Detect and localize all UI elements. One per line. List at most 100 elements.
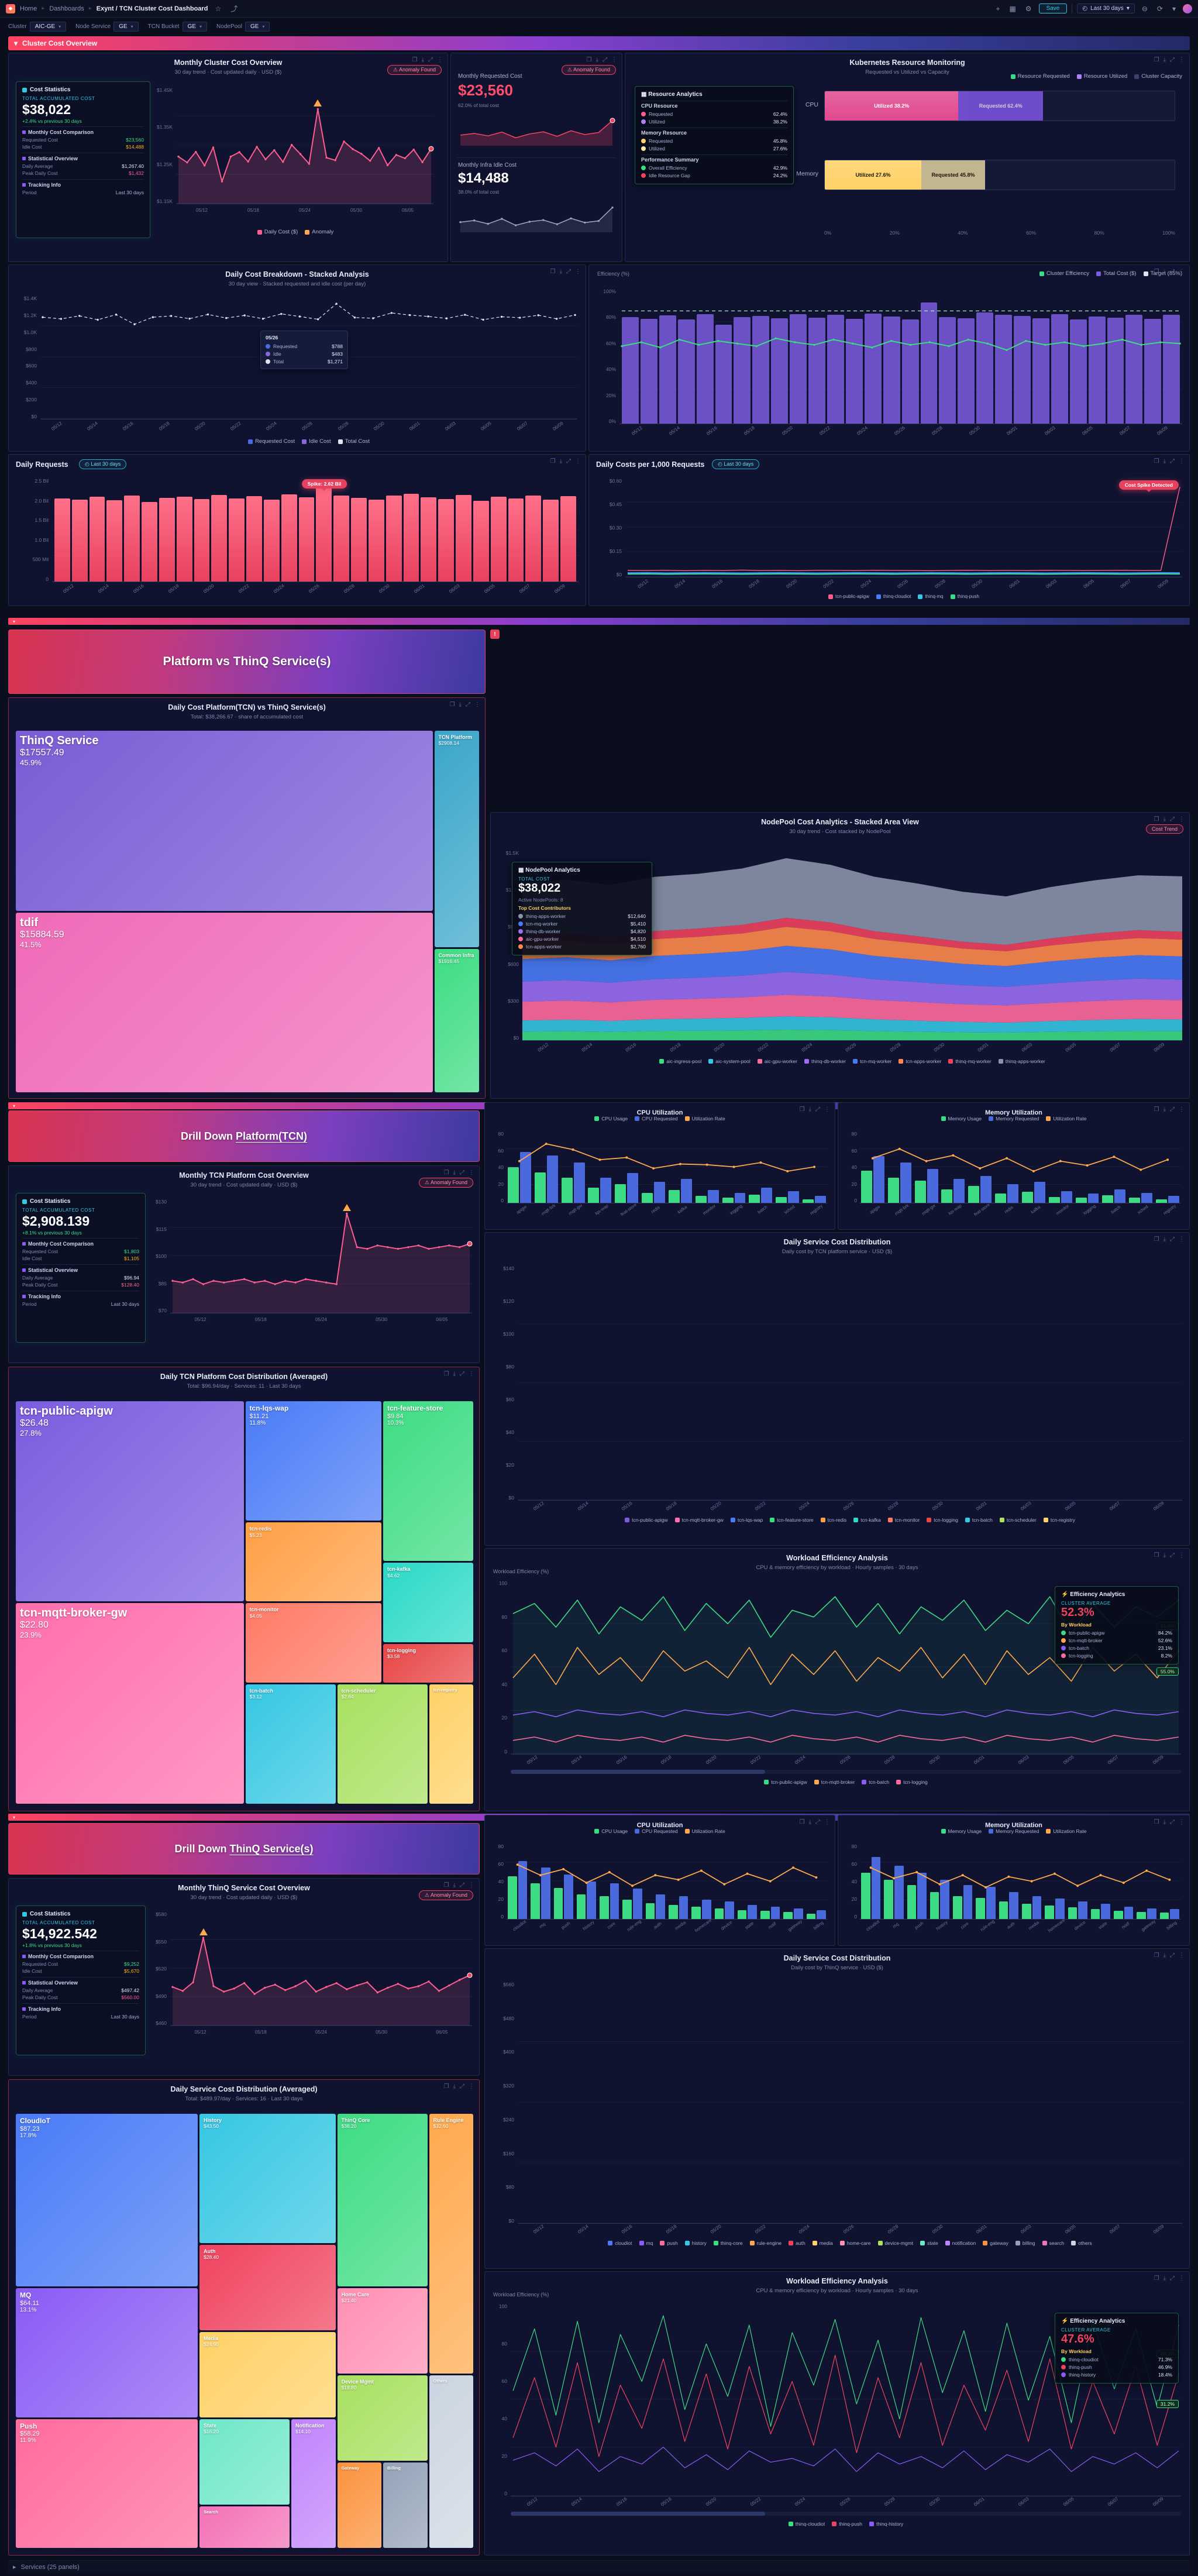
requested-bar[interactable] (734, 1192, 746, 1203)
menu-icon[interactable]: ⋮ (1179, 1236, 1185, 1243)
bar[interactable] (560, 496, 576, 582)
legend-item[interactable]: notification (945, 2240, 976, 2246)
legend-item[interactable]: Utilization Rate (684, 1828, 725, 1834)
expand-icon[interactable]: ⤢ (1170, 1236, 1175, 1243)
compress-icon[interactable]: ❐ (799, 1819, 805, 1825)
menu-icon[interactable]: ⋮ (1179, 2275, 1185, 2282)
legend-item[interactable]: aic-ingress-pool (659, 1058, 701, 1064)
bar[interactable] (1125, 315, 1143, 424)
legend-item[interactable]: tcn-apps-worker (898, 1058, 941, 1064)
expand-icon[interactable]: ⤢ (1170, 2275, 1175, 2282)
menu-icon[interactable]: ⋮ (474, 701, 480, 708)
menu-icon[interactable]: ⋮ (1179, 458, 1185, 465)
bar[interactable] (194, 499, 210, 582)
legend-item[interactable]: tcn-feature-store (770, 1517, 814, 1523)
treemap-block[interactable]: MQ $64.11 13.1% (16, 2288, 198, 2417)
menu-icon[interactable]: ⋮ (611, 57, 617, 63)
legend-item[interactable]: Requested Cost (248, 438, 295, 445)
expand-icon[interactable]: ⤢ (603, 57, 607, 63)
usage-bar[interactable] (561, 1177, 573, 1203)
grafana-logo-icon[interactable]: ◆ (6, 4, 15, 13)
treemap-block[interactable]: State$16.203.3% (199, 2419, 290, 2505)
compress-icon[interactable]: ❐ (443, 1371, 449, 1377)
expand-icon[interactable]: ⤢ (460, 1170, 464, 1176)
bar[interactable] (89, 497, 105, 582)
requested-bar[interactable] (701, 1899, 711, 1919)
compress-icon[interactable]: ❐ (1154, 458, 1159, 465)
usage-bar[interactable] (668, 1904, 678, 1919)
legend-item[interactable]: Utilization Rate (1046, 1828, 1086, 1834)
requested-bar[interactable] (794, 1908, 803, 1919)
download-icon[interactable]: ⤓ (453, 1170, 456, 1176)
menu-icon[interactable]: ⋮ (1179, 57, 1185, 63)
compress-icon[interactable]: ❐ (1154, 1552, 1159, 1559)
menu-icon[interactable]: ⋮ (1179, 1819, 1185, 1825)
expand-icon[interactable]: ⤢ (1170, 1106, 1175, 1113)
expand-icon[interactable]: ⤢ (428, 57, 433, 63)
legend-item[interactable]: auth (789, 2240, 805, 2246)
bar[interactable] (901, 319, 919, 424)
compress-icon[interactable]: ❐ (449, 701, 455, 708)
usage-bar[interactable] (776, 1196, 787, 1203)
filter-node-service[interactable]: Node Service GE ▾ (75, 21, 139, 32)
compress-icon[interactable]: ❐ (1154, 1952, 1159, 1959)
bar[interactable] (421, 497, 437, 582)
bar[interactable] (176, 496, 192, 582)
treemap-block[interactable]: tcn-redis$5.235.5% (245, 1522, 381, 1602)
requested-bar[interactable] (817, 1910, 826, 1919)
usage-bar[interactable] (722, 1198, 734, 1203)
requested-bar[interactable]: Requested 45.8% (921, 160, 985, 190)
legend-item[interactable]: tcn-monitor (887, 1517, 920, 1523)
usage-bar[interactable] (968, 1186, 980, 1203)
compress-icon[interactable]: ❐ (443, 1882, 449, 1889)
download-icon[interactable]: ⤓ (1163, 816, 1166, 823)
usage-bar[interactable] (749, 1194, 760, 1203)
legend-item[interactable]: push (660, 2240, 678, 2246)
requested-bar[interactable] (986, 1887, 996, 1919)
legend-item[interactable]: CPU Requested (635, 1116, 678, 1122)
legend-item[interactable]: tcn-logging (896, 1779, 928, 1785)
legend-item[interactable]: Memory Usage (941, 1828, 982, 1834)
usage-bar[interactable] (737, 1910, 747, 1919)
download-icon[interactable]: ⤓ (1163, 1552, 1166, 1559)
download-icon[interactable]: ⤓ (1163, 1106, 1166, 1113)
bar[interactable] (246, 496, 262, 582)
download-icon[interactable]: ⤓ (1163, 1952, 1166, 1959)
legend-item[interactable]: tcn-registry (1043, 1517, 1075, 1523)
menu-icon[interactable]: ⋮ (1179, 1952, 1185, 1959)
refresh-interval-chevron-icon[interactable]: ▾ (1172, 4, 1176, 13)
usage-bar[interactable] (553, 1887, 563, 1919)
usage-bar[interactable] (806, 1913, 816, 1919)
requested-bar[interactable] (654, 1181, 665, 1203)
download-icon[interactable]: ⤓ (1163, 2275, 1166, 2282)
legend-item[interactable]: Total Cost ($) (1096, 270, 1137, 277)
treemap-block[interactable]: Billing$10.202.1% (383, 2462, 428, 2548)
legend-item[interactable]: rule-engine (749, 2240, 782, 2246)
compress-icon[interactable]: ❐ (412, 57, 418, 63)
requested-bar[interactable] (627, 1173, 639, 1203)
download-icon[interactable]: ⤓ (1163, 458, 1166, 465)
expand-icon[interactable]: ⤢ (1170, 1819, 1175, 1825)
usage-bar[interactable] (1114, 1911, 1123, 1919)
legend-item[interactable]: Anomaly (305, 229, 333, 235)
zoom-out-icon[interactable]: ⊖ (1141, 4, 1148, 13)
usage-bar[interactable] (615, 1184, 626, 1203)
treemap-block[interactable]: History$43.508.9% (199, 2114, 336, 2243)
requested-bar[interactable] (1055, 1899, 1065, 1919)
treemap-block[interactable]: Search$8.901.8% (199, 2506, 290, 2548)
legend-item[interactable]: thinq-mq (918, 594, 944, 599)
menu-icon[interactable]: ⋮ (469, 2083, 474, 2090)
usage-bar[interactable] (999, 1901, 1008, 1919)
menu-icon[interactable]: ⋮ (469, 1170, 474, 1176)
usage-bar[interactable] (508, 1876, 517, 1919)
legend-item[interactable]: tcn-batch (862, 1779, 889, 1785)
bar[interactable] (159, 498, 175, 582)
requested-bar[interactable] (573, 1162, 585, 1203)
download-icon[interactable]: ⤓ (1163, 57, 1166, 63)
menu-icon[interactable]: ⋮ (575, 458, 581, 465)
requested-bar[interactable] (900, 1162, 911, 1203)
requested-bar[interactable] (788, 1191, 800, 1203)
requested-bar[interactable] (1147, 1908, 1156, 1919)
legend-item[interactable]: CPU Usage (594, 1828, 628, 1834)
bar[interactable] (1144, 318, 1162, 424)
